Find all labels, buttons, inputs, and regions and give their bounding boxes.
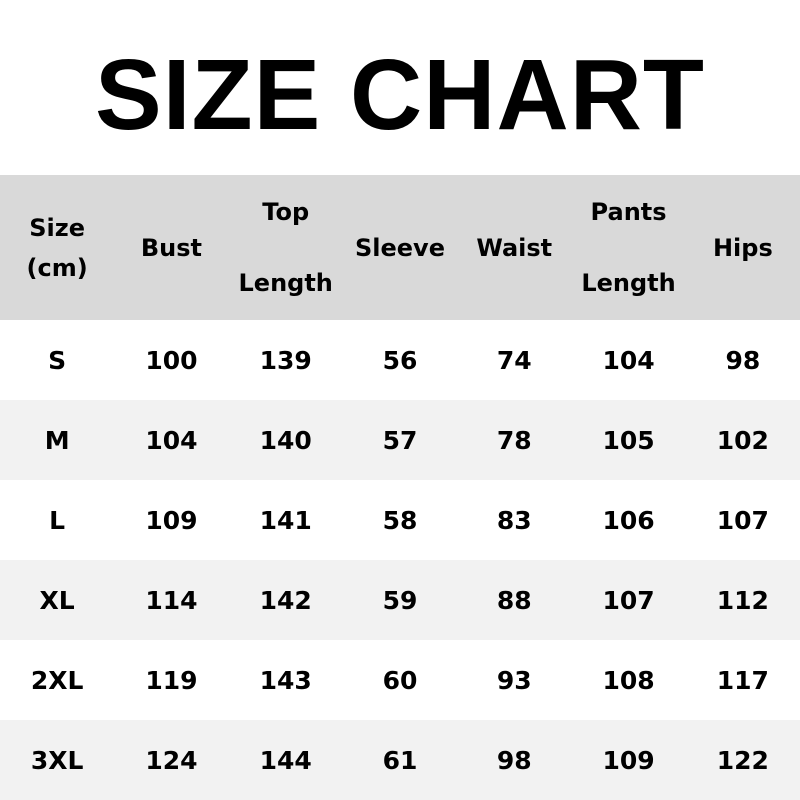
table-cell: 83 xyxy=(496,505,532,535)
header-text: Pants xyxy=(590,198,667,226)
table-cell: 98 xyxy=(496,745,532,775)
header-text: Size xyxy=(29,213,86,242)
table-cell: 106 xyxy=(602,505,655,535)
table-cell: 144 xyxy=(259,745,312,775)
table-cell: 108 xyxy=(602,665,655,695)
table-cell: 139 xyxy=(259,345,312,375)
header-hips: Hips xyxy=(712,233,773,262)
table-cell: 58 xyxy=(382,505,418,535)
header-sleeve: Sleeve xyxy=(354,233,445,262)
table-cell: 143 xyxy=(259,665,312,695)
table-cell: 107 xyxy=(602,585,655,615)
table-cell: 61 xyxy=(382,745,418,775)
table-row: 3XL 124 144 61 98 109 122 xyxy=(0,720,800,800)
table-cell: 114 xyxy=(145,585,198,615)
table-cell: 3XL xyxy=(30,745,84,775)
header-text: Length xyxy=(238,269,333,297)
table-row: XL 114 142 59 88 107 112 xyxy=(0,560,800,640)
table-cell: 88 xyxy=(496,585,532,615)
table-row: 2XL 119 143 60 93 108 117 xyxy=(0,640,800,720)
header-top-length: Top Length xyxy=(229,175,343,320)
table-cell: 124 xyxy=(145,745,198,775)
table-cell: 78 xyxy=(496,425,532,455)
table-cell: 140 xyxy=(259,425,312,455)
table-cell: XL xyxy=(39,585,75,615)
table-cell: 57 xyxy=(382,425,418,455)
table-cell: 59 xyxy=(382,585,418,615)
table-cell: 117 xyxy=(716,665,769,695)
table-cell: 2XL xyxy=(30,665,84,695)
table-cell: 102 xyxy=(716,425,769,455)
header-waist: Waist xyxy=(476,233,553,262)
header-row: Size (cm) Bust Top Length Sleeve Waist Pan… xyxy=(0,175,800,320)
page-title: SIZE CHART xyxy=(95,39,705,151)
header-text: Top xyxy=(262,198,310,226)
table-cell: M xyxy=(44,425,70,455)
table-cell: 122 xyxy=(716,745,769,775)
table-cell: 104 xyxy=(145,425,198,455)
table-cell: 93 xyxy=(496,665,532,695)
table-cell: 56 xyxy=(382,345,418,375)
header-pants-length: Pants Length xyxy=(571,175,685,320)
table-cell: 100 xyxy=(145,345,198,375)
table-cell: 109 xyxy=(602,745,655,775)
header-size: Size (cm) xyxy=(0,175,114,320)
table-cell: 98 xyxy=(725,345,761,375)
table-cell: 109 xyxy=(145,505,198,535)
table-cell: 119 xyxy=(145,665,198,695)
table-cell: 141 xyxy=(259,505,312,535)
table-cell: L xyxy=(49,505,66,535)
table-cell: S xyxy=(48,345,67,375)
table-cell: 112 xyxy=(716,585,769,615)
header-text: Length xyxy=(581,269,676,297)
table-cell: 60 xyxy=(382,665,418,695)
table-cell: 107 xyxy=(716,505,769,535)
header-text: (cm) xyxy=(26,253,88,282)
table-row: M 104 140 57 78 105 102 xyxy=(0,400,800,480)
header-bust: Bust xyxy=(140,233,202,262)
table-row: L 109 141 58 83 106 107 xyxy=(0,480,800,560)
table-cell: 74 xyxy=(496,345,532,375)
table-row: S 100 139 56 74 104 98 xyxy=(0,320,800,400)
table-cell: 104 xyxy=(602,345,655,375)
table-cell: 105 xyxy=(602,425,655,455)
table-cell: 142 xyxy=(259,585,312,615)
size-table: Size (cm) Bust Top Length Sleeve Waist Pan… xyxy=(0,175,800,800)
